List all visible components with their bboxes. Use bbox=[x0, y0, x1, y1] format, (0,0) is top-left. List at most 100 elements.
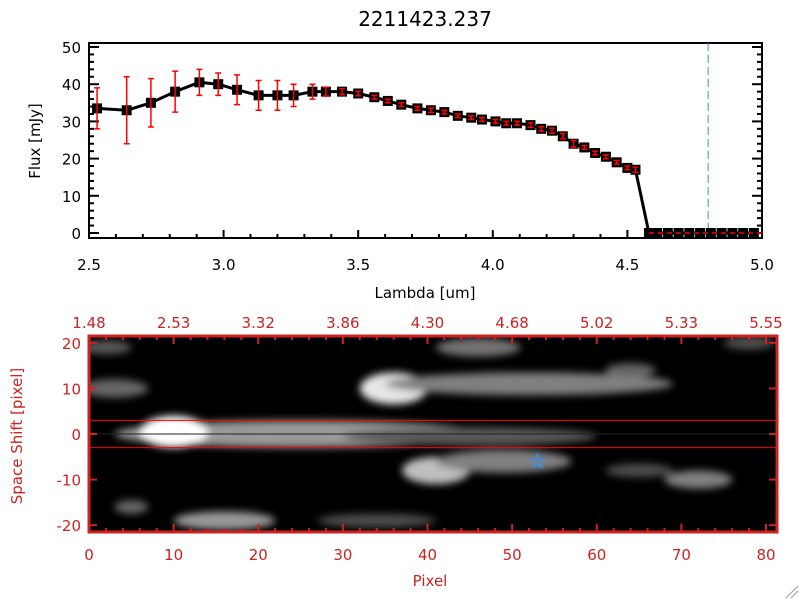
image-feature bbox=[723, 336, 775, 350]
error-bar bbox=[398, 102, 405, 108]
y-tick-label: -20 bbox=[57, 517, 82, 535]
x-tick-label: 4.0 bbox=[481, 256, 505, 274]
y-tick-label: 20 bbox=[62, 151, 81, 169]
error-bar bbox=[427, 107, 434, 114]
error-bar bbox=[592, 150, 599, 156]
error-bar bbox=[632, 166, 639, 174]
x-tick-label: 2.5 bbox=[77, 256, 101, 274]
top-tick-label: 3.86 bbox=[326, 314, 359, 332]
x-tick-label: 0 bbox=[84, 546, 94, 564]
image-feature bbox=[342, 427, 597, 446]
y-tick-label: -10 bbox=[57, 472, 82, 490]
error-bar bbox=[503, 120, 510, 126]
error-bar bbox=[384, 98, 391, 104]
y-tick-label: 40 bbox=[62, 76, 81, 94]
error-bar bbox=[255, 79, 262, 111]
top-y-axis-label: Flux [mJy] bbox=[26, 103, 44, 179]
error-bar bbox=[355, 90, 362, 97]
x-tick-label: 30 bbox=[333, 546, 352, 564]
error-bar bbox=[309, 83, 316, 100]
x-tick-label: 70 bbox=[672, 546, 691, 564]
error-bar bbox=[514, 120, 521, 126]
flux-line bbox=[96, 80, 754, 235]
chart-title: 2211423.237 bbox=[358, 7, 492, 31]
x-tick-label: 60 bbox=[587, 546, 606, 564]
top-tick-label: 5.02 bbox=[580, 314, 613, 332]
top-tick-label: 3.32 bbox=[242, 314, 275, 332]
error-bar bbox=[613, 159, 620, 165]
top-tick-label: 4.30 bbox=[411, 314, 444, 332]
error-bar bbox=[624, 165, 631, 171]
error-bar bbox=[559, 132, 566, 140]
error-bar bbox=[123, 76, 130, 145]
y-tick-label: 0 bbox=[71, 426, 81, 444]
error-bar bbox=[234, 74, 241, 106]
image-feature bbox=[114, 500, 149, 514]
x-tick-label: 40 bbox=[418, 546, 437, 564]
y-tick-label: 10 bbox=[62, 380, 81, 398]
y-tick-label: 0 bbox=[71, 225, 81, 243]
x-tick-label: 3.5 bbox=[346, 256, 370, 274]
error-bar bbox=[172, 70, 179, 113]
top-x-axis-label: Lambda [um] bbox=[375, 284, 476, 302]
image-feature bbox=[317, 513, 436, 528]
error-bar bbox=[549, 127, 556, 135]
error-bar bbox=[196, 68, 203, 97]
image-blobs bbox=[89, 336, 775, 530]
error-bar bbox=[479, 116, 486, 123]
image-feature bbox=[605, 463, 673, 478]
y-tick-label: 10 bbox=[62, 188, 81, 206]
error-bar bbox=[602, 154, 609, 160]
image-content bbox=[89, 336, 777, 530]
data-point bbox=[705, 228, 716, 238]
x-tick-label: 5.0 bbox=[750, 256, 774, 274]
error-bar bbox=[339, 87, 346, 96]
resize-grip-icon[interactable] bbox=[785, 585, 799, 599]
error-bar bbox=[274, 79, 281, 111]
bottom-x-axis-label: Pixel bbox=[413, 572, 448, 590]
image-feature bbox=[139, 415, 208, 448]
image-feature bbox=[89, 340, 132, 355]
star-marker-icon bbox=[528, 452, 547, 469]
data-point bbox=[748, 228, 759, 238]
data-point bbox=[695, 228, 706, 238]
image-feature bbox=[605, 363, 656, 378]
error-bar bbox=[468, 115, 475, 121]
top-tick-label: 1.48 bbox=[72, 314, 105, 332]
y-tick-label: 20 bbox=[62, 335, 81, 353]
error-bar bbox=[414, 105, 421, 111]
error-bar bbox=[538, 125, 545, 132]
error-bar bbox=[570, 139, 577, 148]
image-feature bbox=[435, 449, 572, 473]
error-bar bbox=[454, 113, 461, 119]
error-bar bbox=[215, 72, 222, 97]
error-bar bbox=[290, 83, 297, 108]
image-feature bbox=[385, 372, 673, 396]
error-bar bbox=[322, 86, 329, 97]
error-bar bbox=[94, 87, 101, 130]
top-tick-label: 5.33 bbox=[665, 314, 698, 332]
image-feature bbox=[435, 338, 521, 357]
plot-frame bbox=[88, 42, 763, 239]
x-tick-label: 50 bbox=[503, 546, 522, 564]
image-feature bbox=[89, 379, 149, 398]
error-bar bbox=[581, 144, 588, 151]
x-tick-label: 4.5 bbox=[615, 256, 639, 274]
error-bar bbox=[441, 109, 448, 115]
top-tick-label: 2.53 bbox=[157, 314, 190, 332]
error-bar bbox=[527, 122, 534, 129]
error-bar bbox=[147, 77, 154, 128]
top-tick-label: 5.55 bbox=[749, 314, 782, 332]
y-tick-label: 30 bbox=[62, 113, 81, 131]
x-tick-label: 3.0 bbox=[212, 256, 236, 274]
image-feature bbox=[173, 511, 276, 530]
top-tick-label: 4.68 bbox=[495, 314, 528, 332]
error-bar bbox=[371, 94, 378, 100]
x-tick-label: 10 bbox=[164, 546, 183, 564]
x-tick-label: 20 bbox=[249, 546, 268, 564]
bottom-y-axis-label: Space Shift [pixel] bbox=[8, 368, 26, 505]
data-point bbox=[652, 228, 663, 238]
image-feature bbox=[664, 470, 733, 489]
y-tick-label: 50 bbox=[62, 39, 81, 57]
